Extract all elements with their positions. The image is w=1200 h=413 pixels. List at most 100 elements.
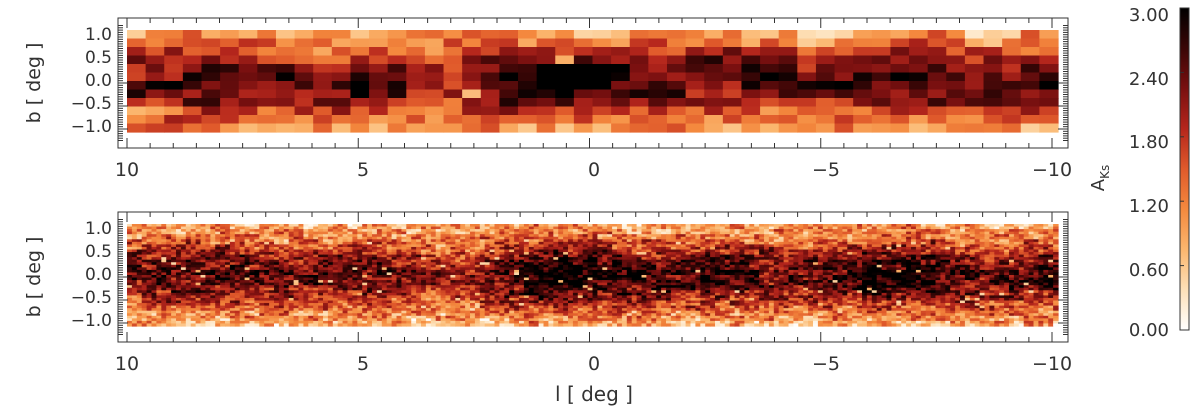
bottom-heatmap-cell — [935, 229, 941, 233]
bottom-heatmap-cell — [229, 269, 236, 274]
bottom-heatmap-cell — [440, 246, 447, 251]
bottom-heatmap-cell — [935, 224, 941, 228]
bottom-heatmap-cell — [435, 246, 442, 251]
top-heatmap-cell — [927, 30, 947, 40]
bottom-heatmap-cell — [950, 249, 956, 253]
bottom-heatmap-cell — [754, 224, 760, 228]
bottom-heatmap-cell — [298, 272, 304, 276]
bottom-heatmap-cell — [621, 229, 628, 233]
bottom-heatmap-cell — [553, 257, 559, 261]
bottom-heatmap-cell — [357, 267, 363, 271]
bottom-heatmap-cell — [695, 267, 701, 271]
bottom-heatmap-cell — [337, 267, 344, 271]
bottom-heatmap-cell — [646, 239, 652, 243]
top-heatmap-cell — [164, 89, 184, 99]
bottom-heatmap-cell — [425, 277, 432, 281]
bottom-heatmap-cell — [210, 267, 216, 271]
bottom-heatmap-cell — [190, 239, 197, 243]
bottom-heatmap-cell — [401, 269, 407, 274]
bottom-heatmap-cell — [842, 262, 848, 266]
bottom-heatmap-cell — [543, 272, 549, 276]
bottom-heatmap-cell — [523, 259, 530, 263]
bottom-heatmap-cell — [862, 236, 868, 240]
bottom-heatmap-cell — [881, 252, 888, 256]
bottom-heatmap-cell — [190, 241, 197, 245]
bottom-heatmap-cell — [1053, 262, 1059, 266]
bottom-heatmap-cell — [372, 234, 378, 238]
bottom-heatmap-cell — [440, 264, 447, 268]
bottom-heatmap-cell — [734, 236, 741, 240]
bottom-heatmap-cell — [744, 259, 750, 263]
bottom-heatmap-cell — [455, 229, 461, 233]
bottom-heatmap-cell — [577, 244, 584, 248]
bottom-heatmap-cell — [817, 241, 824, 245]
bottom-heatmap-cell — [1004, 252, 1010, 256]
bottom-heatmap-cell — [837, 229, 843, 233]
bottom-heatmap-cell — [719, 244, 726, 248]
top-heatmap-cell — [555, 89, 575, 99]
bottom-heatmap-cell — [220, 236, 226, 240]
bottom-heatmap-cell — [1053, 269, 1059, 274]
bottom-heatmap-cell — [974, 252, 981, 256]
bottom-heatmap-cell — [327, 269, 334, 274]
top-heatmap-cell — [722, 123, 743, 133]
bottom-heatmap-cell — [827, 269, 834, 274]
bottom-heatmap-cell — [783, 224, 790, 228]
bottom-heatmap-cell — [161, 254, 167, 258]
bottom-heatmap-cell — [264, 275, 270, 279]
bottom-heatmap-cell — [994, 229, 1000, 233]
bottom-heatmap-cell — [960, 269, 966, 274]
bottom-heatmap-cell — [930, 224, 937, 228]
bottom-heatmap-cell — [817, 267, 824, 271]
bottom-heatmap-cell — [974, 275, 981, 279]
bottom-heatmap-cell — [200, 241, 206, 245]
top-heatmap-cell — [182, 30, 203, 40]
bottom-heatmap-cell — [523, 267, 530, 271]
bottom-heatmap-cell — [391, 277, 398, 281]
top-heatmap-cell — [369, 89, 389, 99]
bottom-heatmap-cell — [367, 249, 373, 253]
bottom-heatmap-cell — [661, 234, 667, 238]
bottom-heatmap-cell — [607, 241, 613, 245]
bottom-heatmap-cell — [460, 252, 466, 256]
bottom-heatmap-cell — [176, 231, 182, 235]
bottom-heatmap-cell — [1028, 264, 1035, 268]
bottom-heatmap-cell — [911, 239, 917, 243]
top-heatmap-cell — [331, 81, 352, 91]
bottom-heatmap-cell — [401, 246, 407, 251]
top-heatmap-cell — [797, 115, 817, 125]
bottom-heatmap-cell — [396, 264, 402, 268]
bottom-heatmap-cell — [215, 267, 221, 271]
bottom-heatmap-cell — [842, 224, 848, 228]
bottom-heatmap-cell — [891, 246, 897, 251]
bottom-heatmap-cell — [729, 239, 736, 243]
bottom-heatmap-cell — [994, 262, 1000, 266]
bottom-heatmap-cell — [244, 226, 251, 230]
bottom-heatmap-cell — [1009, 257, 1015, 261]
bottom-heatmap-cell — [979, 234, 986, 238]
top-heatmap-cell — [201, 89, 221, 99]
bottom-heatmap-cell — [994, 257, 1000, 261]
bottom-heatmap-cell — [337, 262, 344, 266]
bottom-heatmap-cell — [675, 226, 682, 230]
top-heatmap-cell — [164, 64, 184, 74]
top-heatmap-cell — [331, 106, 352, 116]
bottom-heatmap-cell — [705, 275, 711, 279]
bottom-heatmap-cell — [886, 234, 892, 238]
bottom-heatmap-cell — [171, 262, 177, 266]
bottom-heatmap-cell — [1013, 269, 1020, 274]
bottom-heatmap-cell — [896, 275, 902, 279]
bottom-heatmap-cell — [710, 234, 716, 238]
bottom-heatmap-cell — [1013, 277, 1020, 281]
bottom-heatmap-cell — [533, 249, 540, 253]
bottom-heatmap-cell — [288, 226, 295, 230]
bottom-heatmap-cell — [293, 257, 300, 261]
bottom-heatmap-cell — [621, 275, 628, 279]
bottom-heatmap-cell — [705, 262, 711, 266]
bottom-heatmap-cell — [352, 236, 358, 240]
bottom-heatmap-cell — [269, 231, 275, 235]
bottom-heatmap-cell — [920, 236, 927, 240]
bottom-heatmap-cell — [195, 275, 202, 279]
bottom-heatmap-cell — [455, 262, 461, 266]
bottom-heatmap-cell — [964, 231, 971, 235]
